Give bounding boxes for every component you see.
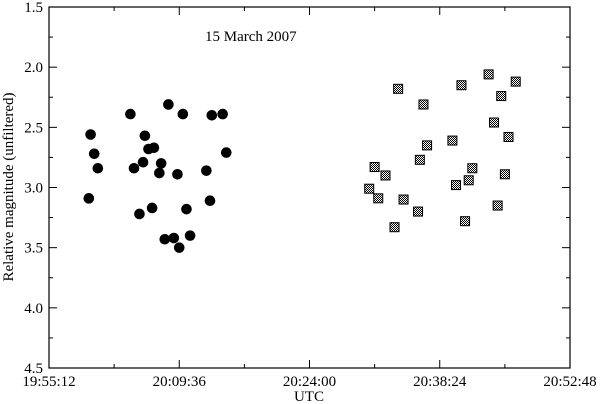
data-point-circle <box>173 242 185 253</box>
data-point-square <box>483 69 494 80</box>
data-point-circle <box>137 156 149 168</box>
data-point-circle <box>201 165 212 176</box>
data-point-circle <box>206 110 218 121</box>
annotation-date: 15 March 2007 <box>205 29 297 45</box>
x-tick-label: 20:52:48 <box>543 374 596 390</box>
data-point-circle <box>184 230 196 241</box>
data-point-square <box>451 180 462 191</box>
y-tick-label: 1.5 <box>24 0 43 16</box>
data-point-square <box>373 193 384 204</box>
data-point-circle <box>88 148 100 160</box>
data-point-square <box>496 91 507 102</box>
data-point-square <box>489 117 500 128</box>
data-point-square <box>422 140 433 151</box>
data-point-circle <box>163 99 174 110</box>
x-axis-title: UTC <box>294 389 324 404</box>
data-point-circle <box>85 129 96 140</box>
x-tick-label: 20:09:36 <box>153 374 207 390</box>
data-point-circle <box>168 232 180 244</box>
y-tick-label: 3.5 <box>24 241 43 257</box>
y-tick-label: 2.0 <box>24 60 43 76</box>
data-point-circle <box>181 203 192 215</box>
data-point-circle <box>146 202 158 214</box>
data-point-circle <box>83 193 95 204</box>
y-tick-label: 2.5 <box>24 120 43 136</box>
data-point-circle <box>139 130 151 142</box>
x-tick-label: 20:38:24 <box>413 374 467 390</box>
data-point-circle <box>172 168 183 180</box>
data-point-square <box>364 183 375 194</box>
y-axis-title: Relative magnitude (unfiltered) <box>1 92 17 281</box>
data-point-circle <box>92 162 104 174</box>
data-point-square <box>447 135 458 146</box>
y-tick-label: 4.0 <box>24 301 43 317</box>
data-point-square <box>503 131 514 142</box>
data-point-circle <box>154 167 165 179</box>
data-point-square <box>398 194 409 205</box>
data-point-square <box>499 169 510 180</box>
x-tick-label: 19:55:12 <box>22 374 75 390</box>
data-point-square <box>393 83 404 94</box>
data-point-circle <box>125 108 136 120</box>
data-point-square <box>413 206 424 217</box>
data-point-square <box>418 99 429 110</box>
y-tick-label: 4.5 <box>24 361 43 377</box>
data-points <box>83 69 521 253</box>
data-point-circle <box>159 233 171 245</box>
data-point-square <box>380 170 391 181</box>
data-point-square <box>369 162 380 173</box>
data-point-circle <box>177 108 189 120</box>
data-point-circle <box>217 108 228 120</box>
data-point-circle <box>148 142 160 154</box>
data-point-square <box>463 175 474 186</box>
data-point-square <box>467 163 478 174</box>
plot-frame <box>48 6 571 369</box>
data-point-square <box>414 154 425 165</box>
data-point-circle <box>134 208 145 220</box>
y-tick-label: 3.0 <box>24 181 43 197</box>
data-point-square <box>460 216 471 227</box>
data-point-circle <box>155 158 167 169</box>
data-point-square <box>510 76 521 87</box>
data-point-circle <box>204 195 216 207</box>
axis-ticks <box>48 6 571 369</box>
data-point-circle <box>128 162 140 174</box>
data-point-square <box>492 200 503 211</box>
x-tick-label: 20:24:00 <box>283 374 336 390</box>
data-point-square <box>389 222 400 233</box>
data-point-square <box>456 80 467 91</box>
axis-tick-labels: 19:55:12 20:09:36 20:24:00 20:38:24 20:52:48… <box>22 0 596 390</box>
data-point-circle <box>220 147 232 158</box>
